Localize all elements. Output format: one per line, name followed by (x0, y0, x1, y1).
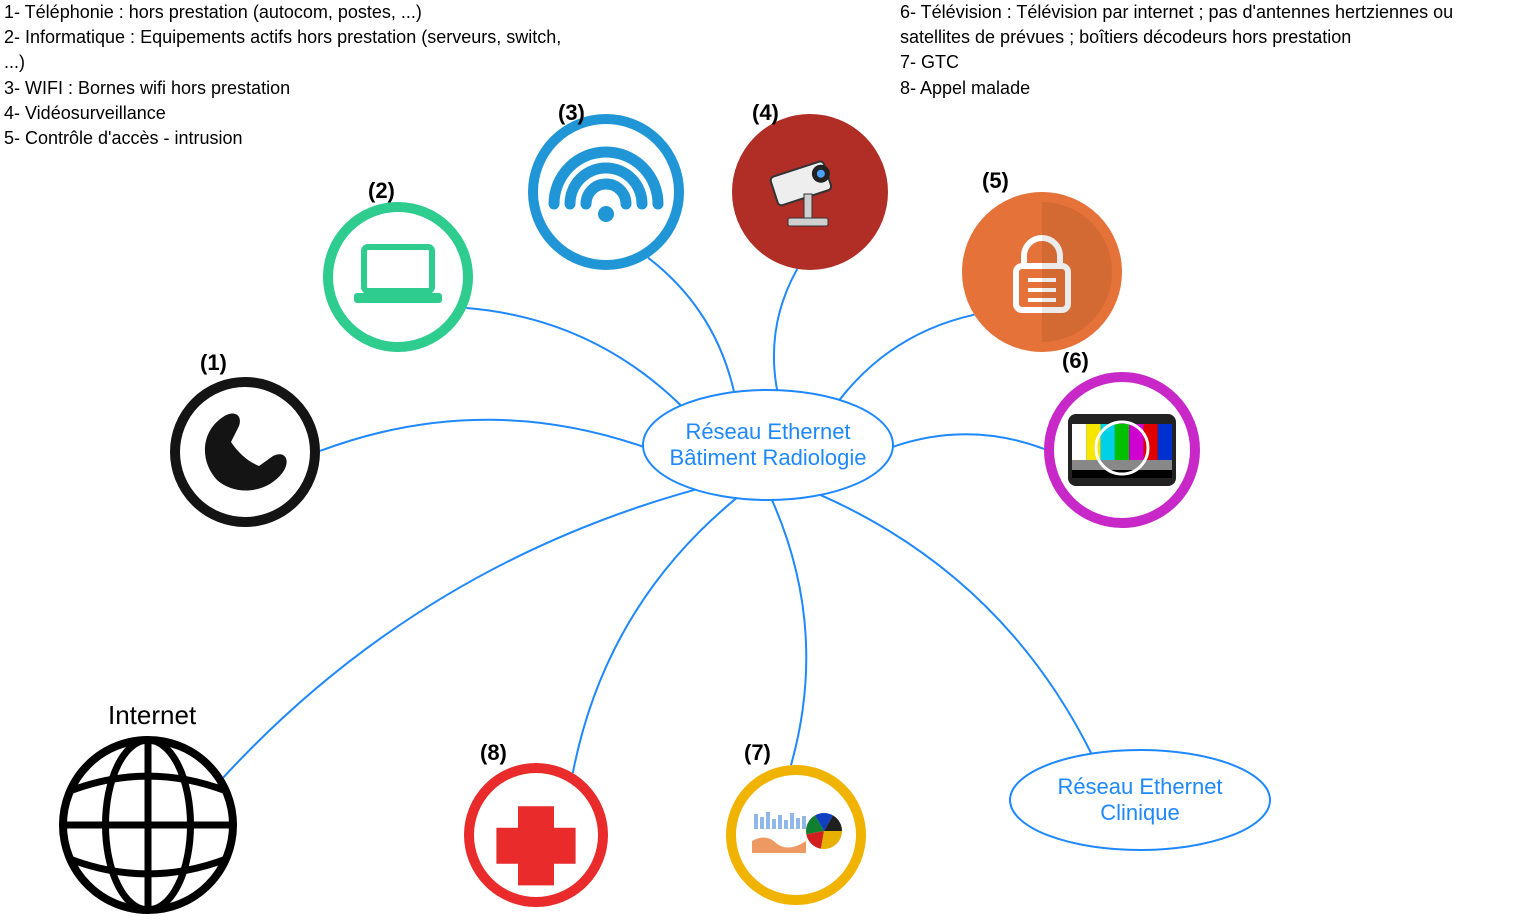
node-n7 (731, 770, 861, 900)
node-label-n6: (6) (1062, 348, 1089, 374)
node-label-n4: (4) (752, 100, 779, 126)
svg-text:Clinique: Clinique (1100, 800, 1180, 825)
node-label-n8: (8) (480, 740, 507, 766)
node-n6 (1049, 377, 1195, 523)
node-n3 (533, 119, 679, 265)
node-label-n3: (3) (558, 100, 585, 126)
svg-text:Réseau Ethernet: Réseau Ethernet (685, 419, 850, 444)
hub-main: Réseau EthernetBâtiment Radiologie (643, 390, 893, 500)
internet-label: Internet (108, 700, 196, 731)
diagram-canvas: Réseau EthernetBâtiment RadiologieRéseau… (0, 0, 1536, 921)
svg-text:Réseau Ethernet: Réseau Ethernet (1057, 774, 1222, 799)
node-label-n1: (1) (200, 350, 227, 376)
edge (466, 308, 681, 405)
node-n4 (737, 119, 883, 265)
node-label-n5: (5) (982, 168, 1009, 194)
node-n1 (175, 382, 315, 522)
edge (820, 495, 1091, 754)
edge (893, 434, 1044, 449)
edge (772, 500, 806, 765)
node-label-n2: (2) (368, 178, 395, 204)
edge (320, 420, 643, 451)
node-n2 (328, 207, 468, 347)
node-label-n7: (7) (744, 740, 771, 766)
edge (774, 269, 797, 390)
edge (648, 258, 734, 392)
svg-text:Bâtiment Radiologie: Bâtiment Radiologie (670, 445, 867, 470)
hub-clinique: Réseau EthernetClinique (1010, 750, 1270, 850)
node-n8 (469, 768, 603, 902)
edge (573, 498, 737, 773)
edge (220, 490, 695, 781)
node-internet (63, 740, 233, 910)
edge (839, 315, 974, 400)
node-n5 (967, 197, 1117, 347)
